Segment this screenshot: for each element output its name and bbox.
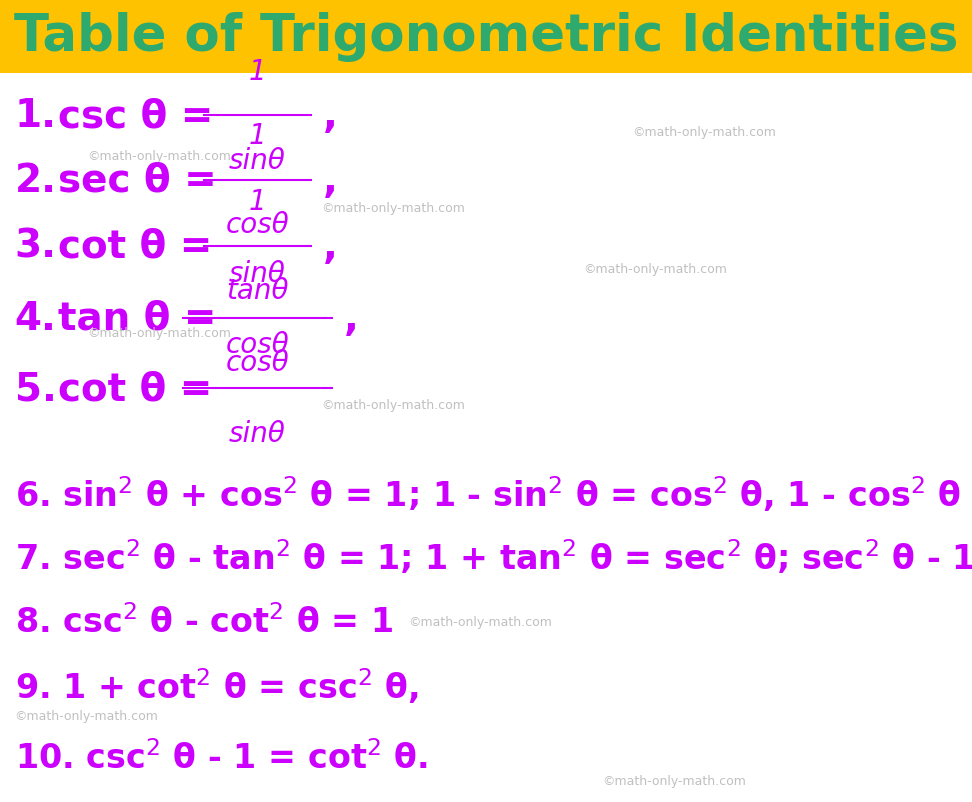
Text: cosθ: cosθ (226, 330, 290, 358)
Text: 8. csc$^2$ θ - cot$^2$ θ = 1: 8. csc$^2$ θ - cot$^2$ θ = 1 (15, 604, 393, 639)
Text: ©math-only-math.com: ©math-only-math.com (321, 202, 465, 215)
Text: csc θ =: csc θ = (58, 97, 227, 136)
Text: ©math-only-math.com: ©math-only-math.com (87, 326, 231, 339)
Text: ©math-only-math.com: ©math-only-math.com (87, 150, 231, 163)
Text: 9. 1 + cot$^2$ θ = csc$^2$ θ,: 9. 1 + cot$^2$ θ = csc$^2$ θ, (15, 666, 419, 706)
Text: sinθ: sinθ (229, 147, 286, 175)
Text: ©math-only-math.com: ©math-only-math.com (408, 615, 552, 628)
Text: ,: , (323, 227, 337, 265)
Text: 5.: 5. (15, 370, 56, 408)
Text: 1: 1 (249, 122, 266, 150)
Text: 4.: 4. (15, 299, 56, 338)
Text: sec θ =: sec θ = (58, 161, 230, 200)
Text: 1: 1 (249, 188, 266, 216)
Text: ©math-only-math.com: ©math-only-math.com (583, 262, 727, 275)
Text: sinθ: sinθ (229, 260, 286, 288)
Bar (0, 0, 972, 74)
Text: 7. sec$^2$ θ - tan$^2$ θ = 1; 1 + tan$^2$ θ = sec$^2$ θ; sec$^2$ θ - 1 = tan$^2$: 7. sec$^2$ θ - tan$^2$ θ = 1; 1 + tan$^2… (15, 538, 972, 577)
Text: ,: , (323, 161, 337, 200)
Text: 2.: 2. (15, 161, 56, 200)
Text: cosθ: cosθ (226, 349, 290, 377)
Text: tanθ: tanθ (226, 277, 289, 305)
Text: 3.: 3. (15, 227, 56, 265)
Text: 1: 1 (249, 58, 266, 86)
Text: cot θ =: cot θ = (58, 227, 226, 265)
Text: ©math-only-math.com: ©math-only-math.com (603, 774, 746, 787)
Text: sinθ: sinθ (229, 419, 286, 448)
Text: ©math-only-math.com: ©math-only-math.com (15, 709, 158, 722)
Text: ,: , (344, 299, 359, 338)
Text: 6. sin$^2$ θ + cos$^2$ θ = 1; 1 - sin$^2$ θ = cos$^2$ θ, 1 - cos$^2$ θ = sin$^2$: 6. sin$^2$ θ + cos$^2$ θ = 1; 1 - sin$^2… (15, 473, 972, 513)
Text: 10. csc$^2$ θ - 1 = cot$^2$ θ.: 10. csc$^2$ θ - 1 = cot$^2$ θ. (15, 740, 428, 776)
Text: ©math-only-math.com: ©math-only-math.com (321, 399, 465, 411)
Text: cosθ: cosθ (226, 211, 290, 239)
Text: 1.: 1. (15, 97, 56, 136)
Text: tan θ =: tan θ = (58, 299, 230, 338)
Text: ,: , (323, 97, 337, 136)
Text: ©math-only-math.com: ©math-only-math.com (632, 126, 776, 139)
Text: cot θ =: cot θ = (58, 370, 226, 408)
Text: Table of Trigonometric Identities: Table of Trigonometric Identities (14, 12, 958, 62)
